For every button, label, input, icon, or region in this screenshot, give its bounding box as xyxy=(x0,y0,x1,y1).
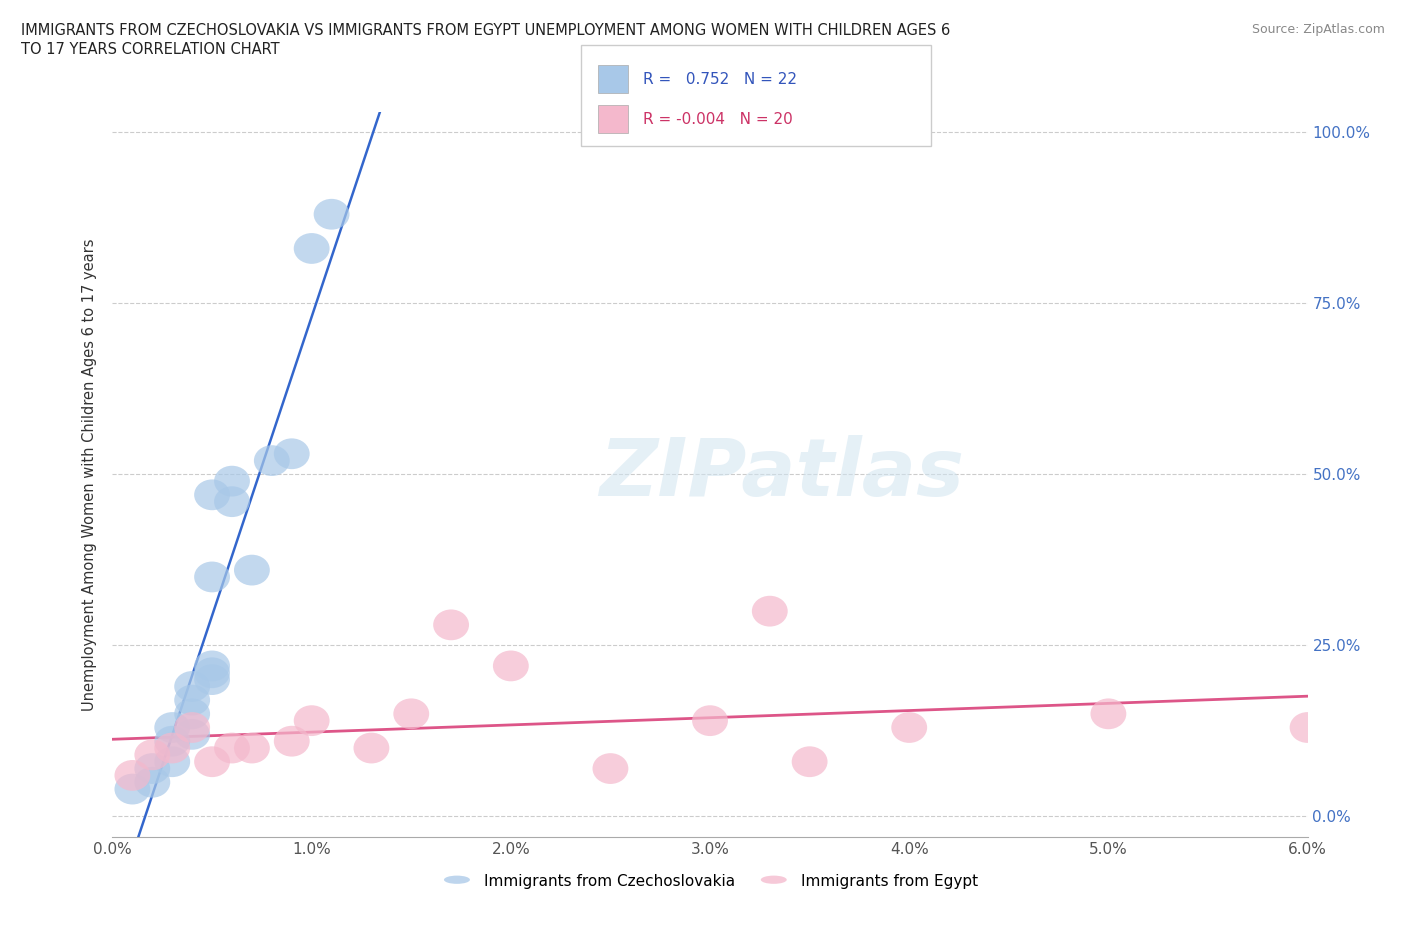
Ellipse shape xyxy=(174,671,209,702)
Ellipse shape xyxy=(214,486,250,517)
Text: IMMIGRANTS FROM CZECHOSLOVAKIA VS IMMIGRANTS FROM EGYPT UNEMPLOYMENT AMONG WOMEN: IMMIGRANTS FROM CZECHOSLOVAKIA VS IMMIGR… xyxy=(21,23,950,38)
Ellipse shape xyxy=(114,760,150,790)
Ellipse shape xyxy=(194,658,231,688)
Text: ZIPatlas: ZIPatlas xyxy=(599,435,965,513)
Ellipse shape xyxy=(174,698,209,729)
Ellipse shape xyxy=(135,739,170,770)
Text: Source: ZipAtlas.com: Source: ZipAtlas.com xyxy=(1251,23,1385,36)
Ellipse shape xyxy=(274,725,309,757)
Ellipse shape xyxy=(274,438,309,469)
Text: TO 17 YEARS CORRELATION CHART: TO 17 YEARS CORRELATION CHART xyxy=(21,42,280,57)
Ellipse shape xyxy=(194,664,231,695)
Ellipse shape xyxy=(194,480,231,511)
Legend: Immigrants from Czechoslovakia, Immigrants from Egypt: Immigrants from Czechoslovakia, Immigran… xyxy=(436,868,984,895)
Ellipse shape xyxy=(433,609,470,640)
Ellipse shape xyxy=(194,746,231,777)
Ellipse shape xyxy=(174,712,209,743)
Ellipse shape xyxy=(174,684,209,715)
Y-axis label: Unemployment Among Women with Children Ages 6 to 17 years: Unemployment Among Women with Children A… xyxy=(82,238,97,711)
Ellipse shape xyxy=(194,562,231,592)
Ellipse shape xyxy=(254,445,290,476)
Ellipse shape xyxy=(155,746,190,777)
Ellipse shape xyxy=(494,650,529,682)
Ellipse shape xyxy=(135,753,170,784)
Ellipse shape xyxy=(135,767,170,798)
Ellipse shape xyxy=(174,719,209,750)
Ellipse shape xyxy=(314,199,350,230)
Ellipse shape xyxy=(294,233,329,264)
Ellipse shape xyxy=(353,733,389,764)
Ellipse shape xyxy=(1289,712,1326,743)
Ellipse shape xyxy=(214,466,250,497)
Ellipse shape xyxy=(155,725,190,757)
Ellipse shape xyxy=(394,698,429,729)
Ellipse shape xyxy=(194,650,231,682)
Ellipse shape xyxy=(692,705,728,736)
Ellipse shape xyxy=(1091,698,1126,729)
Ellipse shape xyxy=(233,554,270,586)
Ellipse shape xyxy=(592,753,628,784)
Text: R =   0.752   N = 22: R = 0.752 N = 22 xyxy=(643,72,797,86)
Text: R = -0.004   N = 20: R = -0.004 N = 20 xyxy=(643,112,793,126)
Ellipse shape xyxy=(294,705,329,736)
Ellipse shape xyxy=(155,733,190,764)
Ellipse shape xyxy=(891,712,927,743)
Ellipse shape xyxy=(792,746,828,777)
Ellipse shape xyxy=(114,774,150,804)
Ellipse shape xyxy=(752,596,787,627)
Ellipse shape xyxy=(233,733,270,764)
Ellipse shape xyxy=(155,712,190,743)
Ellipse shape xyxy=(214,733,250,764)
